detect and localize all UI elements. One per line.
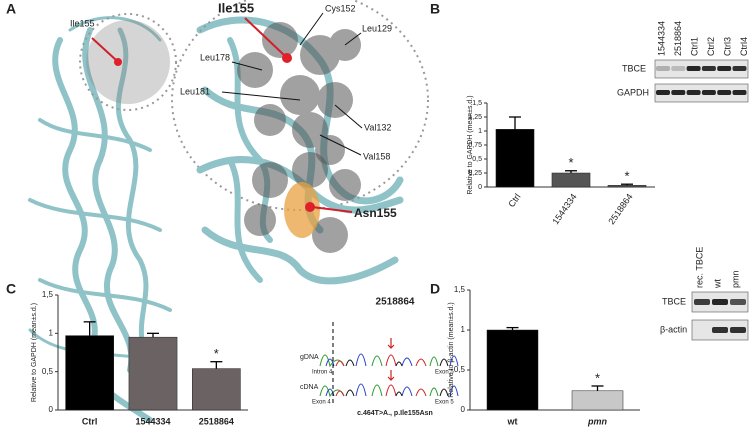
blot-band (732, 66, 747, 71)
bar (128, 336, 178, 411)
blot-lane-label: pmn (730, 270, 740, 288)
blot-band (730, 299, 746, 305)
bar (192, 368, 241, 411)
region-label: Exon 5 (435, 370, 454, 376)
y-tick-label: 0,5 (472, 156, 482, 163)
bar (65, 335, 114, 411)
blot-row-label: TBCE (622, 63, 646, 73)
blot-band (656, 66, 670, 71)
y-tick-label: 1 (461, 325, 466, 334)
y-tick-label: 0,25 (468, 170, 482, 177)
significance-mark: * (568, 155, 573, 170)
bar (571, 390, 624, 411)
x-tick-label: 2518864 (606, 192, 634, 226)
panel-letter: A (6, 1, 16, 17)
blot-band (732, 90, 747, 95)
region-label: Exon 4 (312, 400, 331, 406)
blot-band (671, 66, 686, 71)
bar (495, 129, 535, 188)
y-tick-label: 0 (461, 405, 466, 414)
blot-band (656, 90, 670, 95)
y-tick-label: 1 (49, 328, 54, 337)
x-tick-label: 1544334 (135, 416, 170, 426)
blot-lane-label: rec. TBCE (694, 247, 704, 288)
residue-label: Leu181 (180, 86, 210, 96)
panel-letter: D (430, 281, 440, 297)
blot-lane-label: 1544334 (656, 21, 666, 56)
y-tick-label: 0,5 (42, 367, 54, 376)
blot-band (717, 66, 732, 71)
residue-label: Ile155 (70, 18, 95, 28)
residue-label: Leu178 (200, 52, 230, 62)
y-tick-label: 1,5 (472, 100, 482, 107)
y-tick-label: 0 (478, 184, 482, 191)
track-label: gDNA (300, 354, 319, 361)
blot-band (701, 90, 716, 95)
chromatogram (319, 322, 459, 405)
bar (551, 172, 591, 188)
blot-band (717, 90, 732, 95)
blot-lane-label: Ctrl3 (722, 37, 732, 56)
blot-lane-label: Ctrl1 (689, 37, 699, 56)
y-tick-label: 0 (49, 405, 54, 414)
x-tick-label: 2518864 (199, 416, 234, 426)
residue-label: Ile155 (218, 0, 254, 15)
blot-band (701, 66, 716, 71)
sequencing-caption: c.464T>A., p.Ile155Asn (357, 410, 433, 417)
residue-label: Val132 (364, 122, 391, 132)
blot-band (686, 66, 701, 71)
x-tick-label: Ctrl (82, 416, 98, 426)
y-tick-label: 1,5 (454, 285, 466, 294)
blot-band (730, 327, 746, 333)
y-tick-label: 0,75 (468, 142, 482, 149)
blot-lane-label: Ctrl2 (706, 37, 716, 56)
y-tick-label: 1 (478, 128, 482, 135)
significance-mark: * (595, 370, 600, 385)
bar (486, 329, 539, 411)
residue-label: Leu129 (362, 23, 392, 33)
bar (607, 185, 647, 188)
region-label: Intron 4 (312, 370, 333, 376)
x-tick-label: Ctrl (506, 192, 522, 209)
x-tick-label: 1544334 (550, 192, 578, 226)
blot-band (671, 90, 686, 95)
region-label: Exon 5 (435, 400, 454, 406)
blot-row-label: GAPDH (617, 87, 649, 97)
protein-structure (28, 0, 429, 423)
y-axis-label: Relative to GAPDH (mean±s.d.) (31, 303, 38, 402)
y-tick-label: 1,25 (468, 114, 482, 121)
y-tick-label: 0,5 (454, 365, 466, 374)
x-tick-label: pmn (587, 416, 608, 426)
blot-row-label: TBCE (662, 296, 686, 306)
x-tick-label: wt (507, 416, 518, 426)
blot-lane-label: 2518864 (673, 21, 683, 56)
y-axis-label: Relative to β-actin (mean±s.d.) (448, 302, 455, 397)
blot-band (686, 90, 701, 95)
western-blot (654, 59, 749, 103)
residue-label: Cys152 (325, 3, 356, 13)
blot-row-label: β-actin (660, 324, 687, 334)
blot-band (712, 327, 728, 333)
residue-label: Val158 (363, 151, 390, 161)
blot-lane-label: wt (712, 279, 722, 289)
panel-letter: C (6, 281, 16, 297)
significance-mark: * (624, 169, 629, 184)
y-tick-label: 1,5 (42, 290, 54, 299)
blot-band (694, 299, 710, 305)
track-label: cDNA (300, 384, 319, 391)
panel-letter: B (430, 1, 440, 17)
sequencing-title: 2518864 (376, 297, 415, 308)
residue-label: Asn155 (354, 206, 397, 220)
blot-lane-label: Ctrl4 (739, 37, 749, 56)
significance-mark: * (214, 346, 219, 361)
blot-band (712, 299, 728, 305)
y-axis-label: Relative to GAPDH (mean±s.d.) (467, 95, 474, 194)
